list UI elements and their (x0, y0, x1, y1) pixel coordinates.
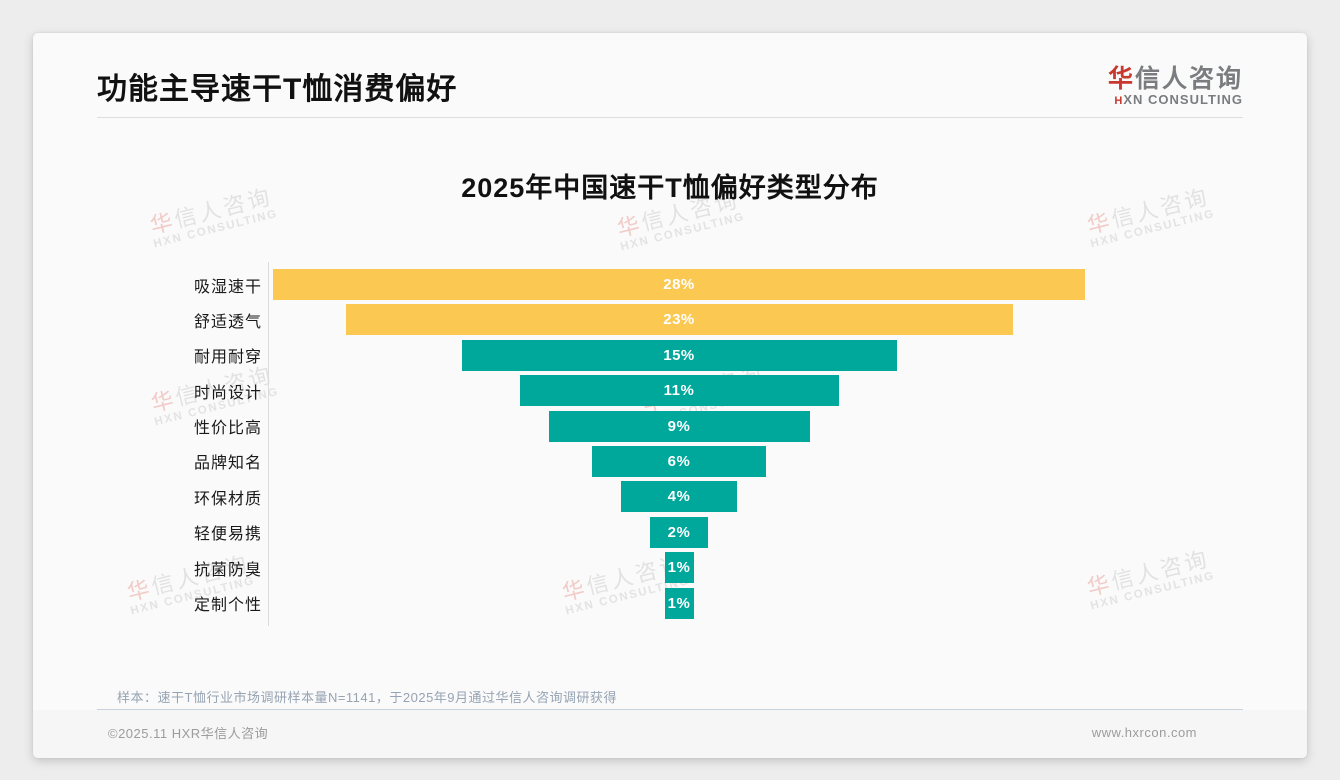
bar-track: 1% (268, 552, 1090, 584)
category-label: 品牌知名 (193, 455, 262, 473)
chart-row: 时尚设计 11% (33, 375, 1307, 407)
bar-value-label: 1% (667, 559, 691, 577)
footer-divider (97, 709, 1243, 710)
bar: 2% (650, 516, 708, 548)
bar: 9% (548, 410, 810, 442)
report-header: 功能主导速干T恤消费偏好 华信人咨询 HXN CONSULTING (97, 33, 1243, 118)
bar: 4% (621, 481, 737, 513)
chart-row: 抗菌防臭 1% (33, 552, 1307, 584)
logo-english-name: HXN CONSULTING (1114, 92, 1243, 108)
bar-track: 4% (268, 481, 1090, 513)
bar: 23% (345, 304, 1013, 336)
company-logo: 华信人咨询 HXN CONSULTING (1108, 66, 1243, 108)
funnel-bar-chart: 吸湿速干 28% 舒适透气 23% 耐用耐穿 15% 时尚设计 11% 性价比高 9% 品牌知名 6%… (33, 262, 1307, 626)
chart-row: 环保材质 4% (33, 481, 1307, 513)
bar: 11% (519, 375, 839, 407)
chart-row: 定制个性 1% (33, 587, 1307, 619)
bar: 28% (273, 269, 1085, 300)
bar-value-label: 6% (667, 452, 691, 470)
bar: 6% (592, 445, 766, 477)
chart-row: 耐用耐穿 15% (33, 339, 1307, 371)
bar-track: 15% (268, 339, 1090, 371)
category-label: 环保材质 (193, 490, 262, 508)
bar-value-label: 23% (663, 311, 695, 329)
chart-row: 吸湿速干 28% (33, 269, 1307, 300)
footer-bar: ©2025.11 HXR华信人咨询 www.hxrcon.com (33, 710, 1307, 758)
bar-track: 1% (268, 587, 1090, 619)
bar-track: 2% (268, 516, 1090, 548)
category-label: 时尚设计 (193, 384, 262, 402)
bar-track: 6% (268, 445, 1090, 477)
category-label: 性价比高 (193, 420, 262, 438)
bar-track: 9% (268, 410, 1090, 442)
category-label: 耐用耐穿 (193, 349, 262, 367)
bar-value-label: 28% (663, 276, 695, 293)
category-label: 轻便易携 (193, 526, 262, 544)
chart-title: 2025年中国速干T恤偏好类型分布 (461, 173, 879, 203)
watermark-en: HXN CONSULTING (619, 211, 747, 254)
bar-value-label: 4% (667, 488, 691, 506)
watermark-en: HXN CONSULTING (152, 208, 280, 251)
bar: 1% (664, 587, 694, 619)
bar: 15% (461, 339, 897, 371)
logo-chinese-name: 华信人咨询 (1107, 65, 1243, 94)
website-url: www.hxrcon.com (1091, 724, 1197, 740)
bar-track: 23% (268, 304, 1090, 336)
y-axis-line (268, 262, 269, 626)
watermark-en: HXN CONSULTING (1089, 208, 1217, 251)
category-label: 抗菌防臭 (193, 561, 262, 579)
sample-note: 样本：速干T恤行业市场调研样本量N=1141，于2025年9月通过华信人咨询调研… (117, 690, 618, 705)
report-card: 华信人咨询 HXN CONSULTING 华信人咨询 HXN CONSULTIN… (33, 33, 1307, 758)
category-label: 定制个性 (193, 597, 262, 615)
bar-value-label: 1% (667, 594, 691, 612)
chart-row: 舒适透气 23% (33, 304, 1307, 336)
bar: 1% (664, 552, 694, 584)
bar-value-label: 11% (663, 382, 695, 400)
copyright-text: ©2025.11 HXR华信人咨询 (108, 725, 269, 741)
page-title: 功能主导速干T恤消费偏好 (97, 73, 458, 106)
bar-value-label: 2% (667, 523, 691, 541)
chart-row: 品牌知名 6% (33, 445, 1307, 477)
chart-row: 轻便易携 2% (33, 516, 1307, 548)
bar-track: 11% (268, 375, 1090, 407)
category-label: 舒适透气 (193, 313, 262, 331)
bar-track: 28% (268, 269, 1090, 300)
bar-value-label: 9% (667, 417, 691, 435)
chart-row: 性价比高 9% (33, 410, 1307, 442)
category-label: 吸湿速干 (193, 278, 262, 296)
bar-value-label: 15% (663, 346, 695, 364)
